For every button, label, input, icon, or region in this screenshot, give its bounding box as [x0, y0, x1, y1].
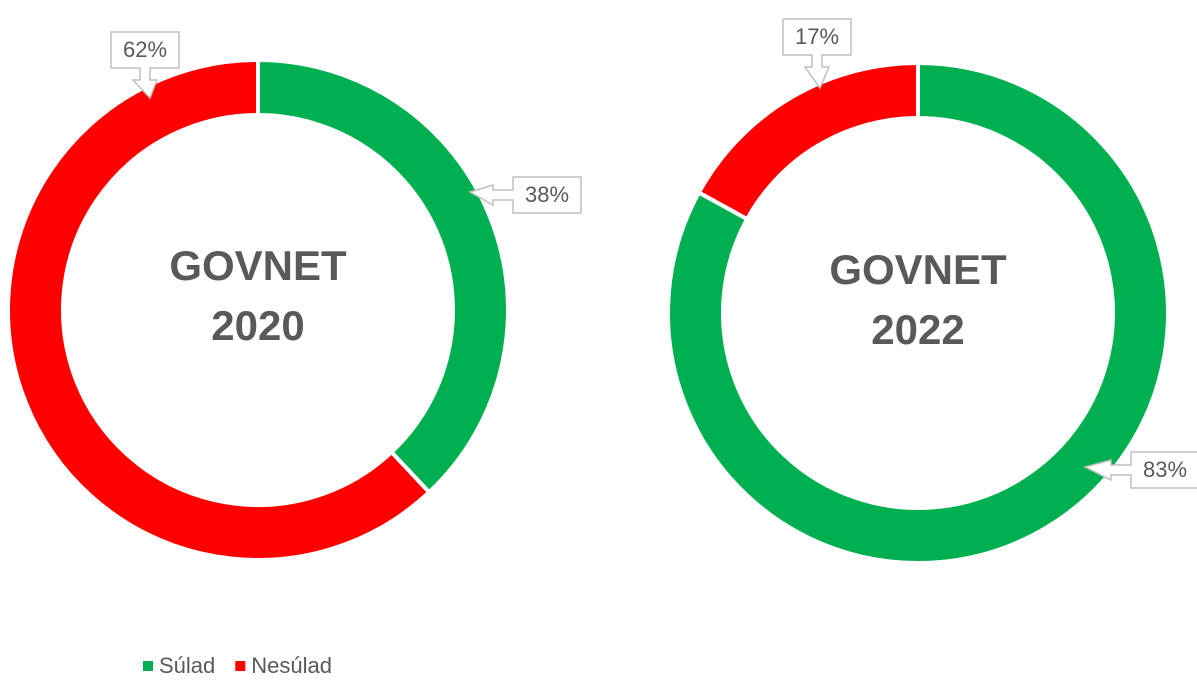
donut-segment	[696, 60, 920, 222]
legend-swatch	[235, 661, 246, 671]
callout-box	[468, 176, 582, 214]
data-label: 83%	[1143, 457, 1187, 482]
donut-segment	[6, 57, 432, 562]
legend-label: Súlad	[159, 653, 215, 678]
donut-segment	[666, 60, 1170, 565]
callout-box	[782, 18, 852, 90]
data-label: 62%	[123, 37, 167, 62]
donut-segment	[256, 57, 510, 496]
chart-title: GOVNET 2022	[829, 246, 1007, 353]
legend-swatch	[143, 661, 153, 671]
legend-label: Nesúlad	[251, 653, 332, 678]
callout-box	[110, 31, 180, 100]
callout-box	[1082, 451, 1197, 489]
data-label: 17%	[795, 24, 839, 49]
chart-title: GOVNET 2020	[169, 242, 347, 349]
data-label: 38%	[525, 182, 569, 207]
